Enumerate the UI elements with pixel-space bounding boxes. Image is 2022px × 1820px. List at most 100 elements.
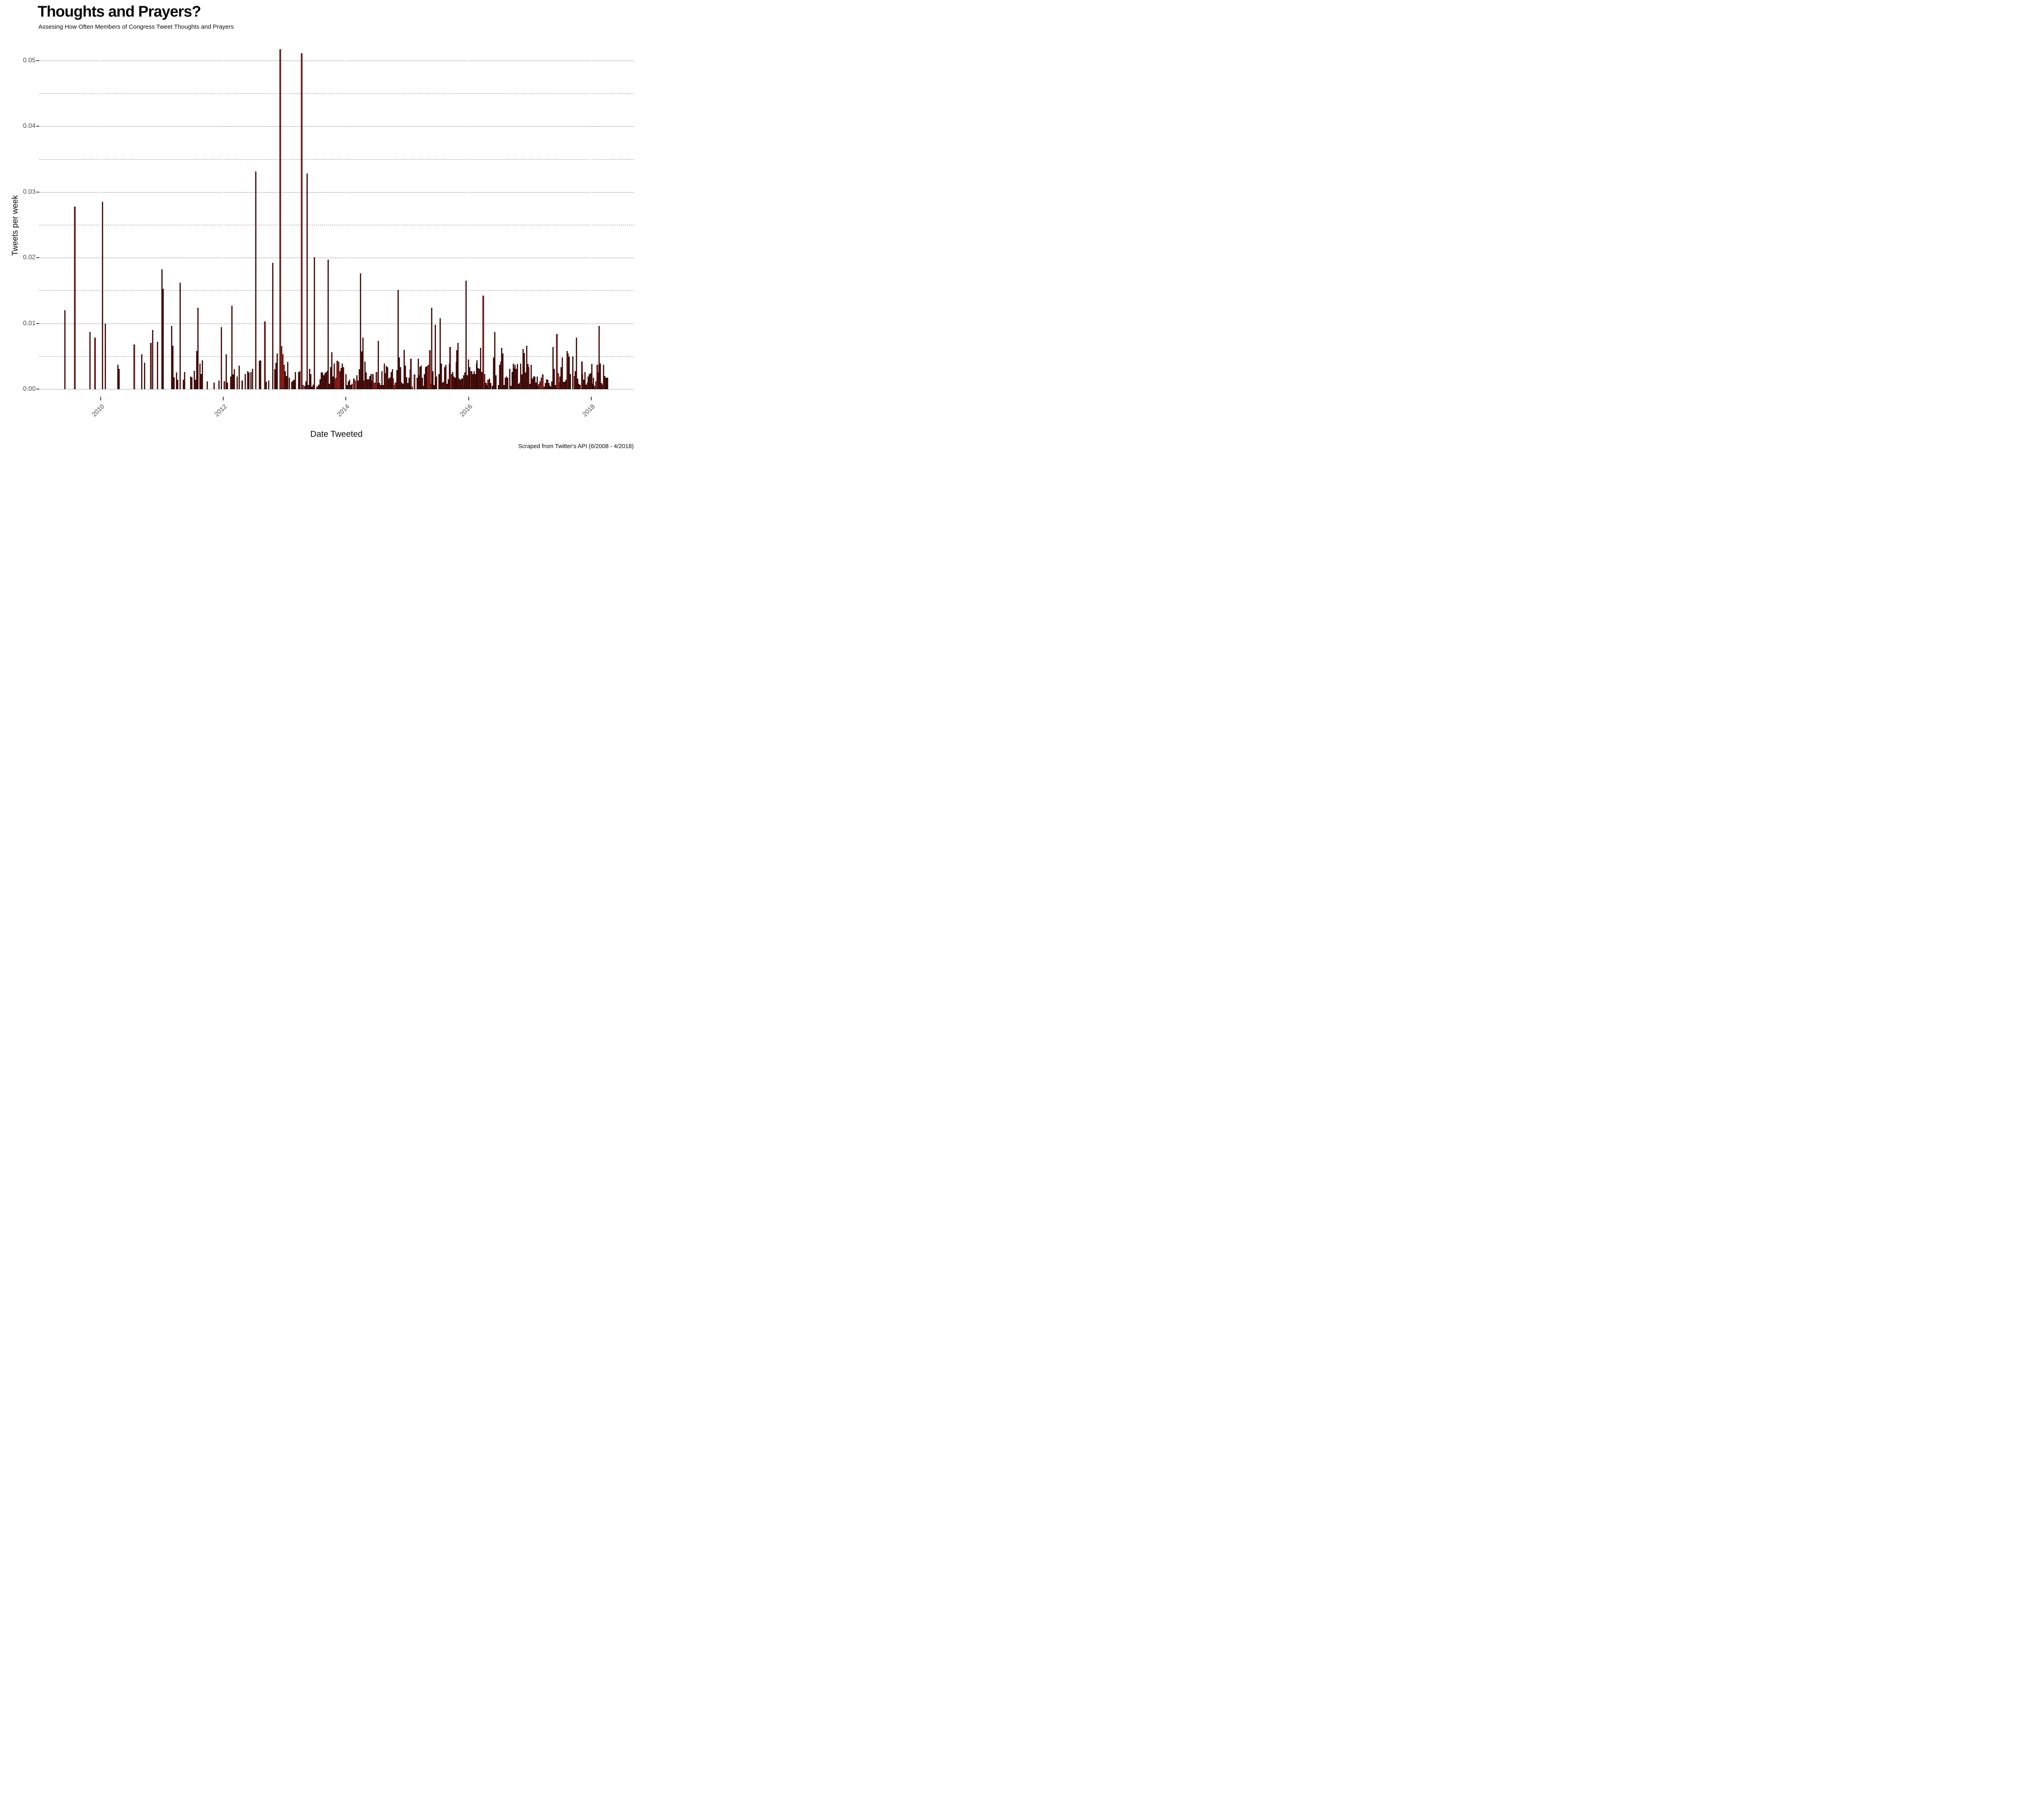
data-bar [360,273,362,389]
data-bar [250,372,252,389]
data-bar [339,371,341,389]
data-bar [403,349,405,389]
data-bar [501,347,503,389]
data-bar [432,371,434,389]
y-gridline-major [39,126,634,127]
data-bar [503,385,505,389]
x-tick-label: 2014 [336,403,351,418]
data-bar [331,352,332,389]
y-gridline-minor [39,159,634,160]
data-bar [525,372,527,389]
data-bar [603,364,604,389]
data-bar [373,383,375,389]
y-tick-mark [36,60,39,61]
y-tick-mark [36,257,39,258]
data-bar [423,374,425,389]
data-bar [575,338,577,389]
data-bar [191,377,193,389]
data-bar [94,338,96,389]
y-tick-mark [36,126,39,127]
data-bar [220,327,222,389]
data-bar [171,326,173,389]
data-bar [484,382,486,389]
data-bar [531,379,533,389]
data-bar [511,372,513,389]
data-bar [308,385,309,389]
data-bar [260,360,262,389]
data-bar [445,364,447,389]
data-bar [557,373,559,389]
data-bar [607,378,609,389]
data-bar [366,379,368,389]
data-bar [487,380,489,389]
data-bar [313,384,314,389]
data-bar [190,377,192,389]
data-bar [133,344,135,389]
data-bar [380,385,382,389]
data-bar [543,386,545,389]
data-bar [335,378,337,389]
data-bar [587,377,589,389]
data-bar [144,363,146,389]
data-bar [248,372,250,389]
data-bar [291,382,293,389]
x-gridline-major [222,46,224,396]
x-tick-mark [590,397,592,400]
data-bar [172,345,174,389]
data-bar [528,367,529,389]
y-gridline-minor [39,290,634,291]
data-bar [599,363,601,389]
data-bar [199,363,201,389]
data-bar [481,372,483,389]
data-bar [422,378,423,389]
data-bar [523,353,525,389]
data-bar [302,385,304,389]
data-bar [582,375,584,389]
data-bar [494,332,496,389]
data-bar [372,374,374,389]
data-bar [304,385,306,389]
data-bar [286,376,287,389]
data-bar [233,369,235,389]
data-bar [376,372,377,389]
data-bar [506,377,508,389]
chart-caption: Scraped from Twitter's API (6/2008 - 4/2… [518,443,634,450]
data-bar [184,372,185,389]
data-bar [359,369,360,389]
x-gridline-major [468,46,469,396]
data-bar [476,360,478,389]
data-bar [542,375,544,389]
data-bar [517,364,518,389]
y-tick-label: 0.05 [23,57,36,64]
data-bar [324,373,326,389]
data-bar [396,370,398,389]
data-bar [200,374,202,389]
data-bar [579,385,581,389]
data-bar [161,269,163,389]
data-bar [564,382,566,389]
data-bar [152,330,154,389]
data-bar [583,380,585,389]
data-bar [272,263,274,389]
data-bar [463,375,464,389]
data-bar [584,372,586,389]
data-bar [64,310,66,389]
data-bar [336,361,338,389]
data-bar [268,380,269,389]
data-bar [460,380,461,389]
data-bar [529,384,531,389]
data-bar [314,257,315,389]
data-bar [283,364,285,389]
data-bar [389,377,391,389]
data-bar [442,382,444,389]
data-bar [238,365,240,389]
data-bar [470,371,471,389]
data-bar [425,366,427,389]
data-bar [334,380,336,389]
data-bar [560,367,562,389]
data-bar [390,372,392,389]
data-bar [493,358,495,389]
x-tick-label: 2012 [213,403,228,418]
data-bar [567,353,569,389]
data-bar [275,363,277,389]
